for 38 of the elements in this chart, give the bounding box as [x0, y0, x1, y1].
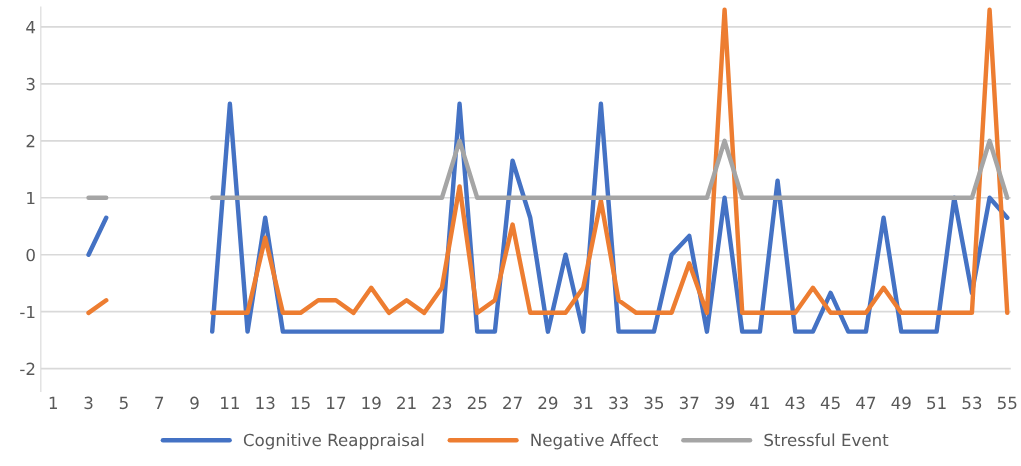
legend-label: Cognitive Reappraisal	[243, 433, 424, 450]
x-tick-label: 43	[785, 396, 805, 410]
y-tick-label: 1	[27, 191, 35, 205]
y-tick-label: 0	[26, 248, 35, 262]
x-tick-label: 5	[119, 396, 128, 410]
x-tick-label: 49	[891, 396, 911, 410]
x-tick-label: 29	[538, 396, 558, 410]
x-tick-label: 45	[820, 396, 840, 410]
x-tick-label: 1	[49, 396, 57, 409]
x-tick-label: 51	[927, 396, 946, 410]
y-tick-label: -2	[20, 362, 35, 375]
x-tick-label: 35	[644, 396, 664, 410]
x-tick-label: 41	[750, 396, 769, 409]
x-tick-label: 31	[573, 396, 593, 410]
x-tick-label: 55	[997, 396, 1017, 410]
x-tick-label: 13	[256, 396, 275, 410]
x-tick-label: 37	[679, 396, 699, 410]
x-tick-label: 19	[362, 396, 381, 410]
x-tick-label: 21	[397, 396, 416, 409]
y-tick-label: 4	[26, 21, 36, 34]
x-tick-label: 9	[190, 396, 199, 410]
x-tick-label: 7	[155, 396, 164, 409]
x-tick-label: 39	[715, 396, 735, 410]
x-tick-label: 27	[503, 396, 522, 409]
y-tick-label: 3	[26, 77, 35, 91]
legend-label: Negative Affect	[531, 433, 658, 450]
x-tick-label: 53	[962, 396, 982, 410]
x-tick-label: 23	[432, 396, 452, 410]
x-tick-label: 3	[84, 396, 93, 410]
x-tick-label: 11	[221, 396, 239, 409]
x-tick-label: 15	[291, 396, 310, 410]
x-tick-label: 47	[856, 396, 876, 409]
x-tick-label: 17	[327, 396, 346, 409]
x-tick-label: 33	[609, 396, 628, 410]
x-tick-label: 25	[467, 396, 487, 410]
legend-label: Stressful Event	[764, 433, 889, 447]
y-tick-label: 2	[26, 134, 35, 148]
y-tick-label: -1	[20, 305, 35, 319]
